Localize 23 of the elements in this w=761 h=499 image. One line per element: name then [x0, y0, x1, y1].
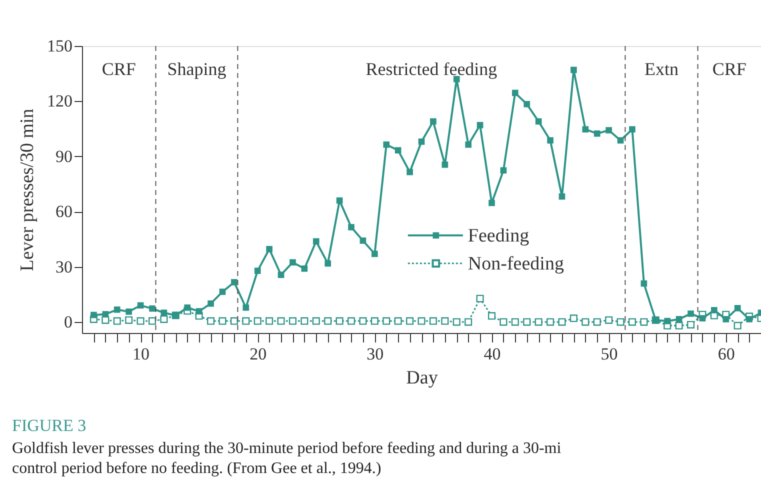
x-tick-label: 30: [366, 344, 384, 364]
y-tick-label: 150: [47, 36, 72, 56]
legend-label: Feeding: [468, 225, 530, 246]
y-tick-label: 0: [64, 312, 72, 332]
annotation: CRF: [712, 59, 746, 79]
legend-label: Non-feeding: [468, 253, 564, 274]
annotation: CRF: [102, 59, 136, 79]
annotation: Restricted feeding: [366, 59, 498, 79]
caption: FIGURE 3: [12, 416, 86, 435]
x-tick-label: 40: [484, 344, 501, 364]
x-tick-label: 10: [132, 344, 150, 364]
annotation: Extn: [644, 59, 678, 79]
x-tick-label: 60: [718, 344, 735, 364]
y-tick-label: 120: [47, 92, 72, 111]
x-tick-label: 20: [250, 344, 267, 364]
x-tick-label: 50: [600, 344, 618, 364]
y-tick-label: 60: [56, 202, 72, 222]
text: Goldfish lever presses during the 30-minute period before feeding and during a 30-mi control period before no feeding. (From Gee et al., 1994.): [12, 440, 562, 477]
y-tick-label: 90: [56, 146, 72, 166]
y-axis-title: Lever presses/30 min: [17, 108, 38, 272]
y-tick-label: 30: [56, 257, 72, 276]
x-axis-title: Day: [406, 368, 438, 388]
annotation: Shaping: [167, 59, 226, 79]
